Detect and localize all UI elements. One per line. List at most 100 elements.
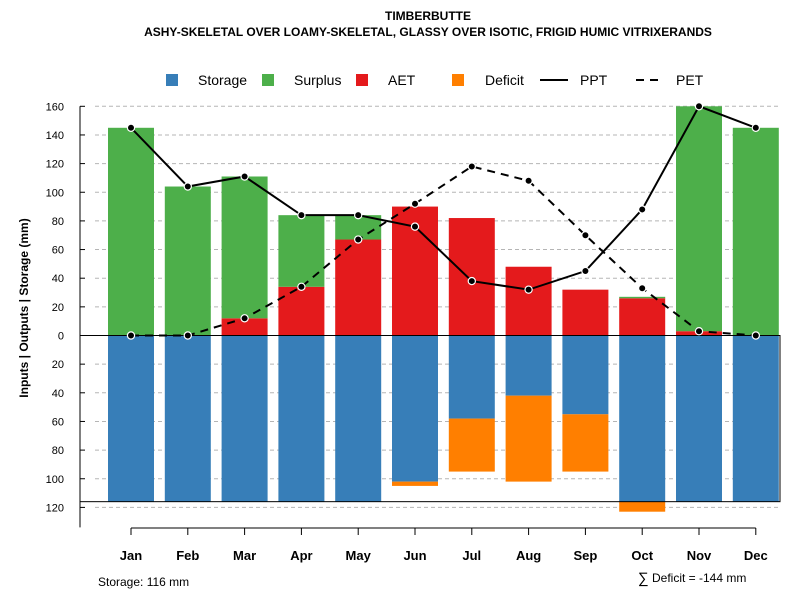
x-tick-label-feb: Feb bbox=[176, 548, 199, 563]
bar-aet-jul bbox=[448, 218, 495, 336]
point-ppt-apr bbox=[297, 210, 306, 220]
bar-surplus-feb bbox=[164, 186, 211, 336]
bar-storage-apr bbox=[278, 335, 325, 502]
bar-storage-sep bbox=[562, 335, 609, 415]
bar-surplus-mar bbox=[221, 176, 268, 319]
bar-storage-feb bbox=[164, 335, 211, 502]
y-tick-label: 80 bbox=[52, 216, 64, 228]
point-pet-sep bbox=[581, 231, 590, 240]
bar-storage-may bbox=[335, 335, 382, 502]
point-ppt-nov bbox=[694, 102, 704, 111]
bar-surplus-apr bbox=[278, 215, 325, 287]
point-pet-mar bbox=[240, 314, 249, 323]
bar-storage-mar bbox=[221, 335, 268, 502]
point-pet-jun bbox=[410, 199, 420, 208]
deficit-footnote: Deficit = -144 mm bbox=[652, 571, 746, 585]
legend-swatch-deficit bbox=[452, 74, 464, 86]
point-pet-jul bbox=[467, 162, 476, 171]
y-tick-label: 40 bbox=[52, 388, 64, 400]
y-axis-label: Inputs | Outputs | Storage (mm) bbox=[17, 218, 31, 397]
x-tick-label-mar: Mar bbox=[233, 548, 256, 563]
legend-label-deficit: Deficit bbox=[485, 72, 524, 88]
y-tick-label: 0 bbox=[58, 331, 64, 343]
bar-deficit-sep bbox=[562, 414, 609, 472]
legend-label-ppt: PPT bbox=[580, 72, 608, 88]
legend-swatch-aet bbox=[356, 74, 368, 86]
x-tick-label-jan: Jan bbox=[120, 548, 142, 563]
bar-deficit-aug bbox=[505, 395, 552, 482]
legend-swatch-storage bbox=[166, 74, 178, 86]
sum-icon: ∑ bbox=[638, 570, 649, 587]
bar-aet-apr bbox=[278, 286, 325, 336]
point-ppt-mar bbox=[240, 172, 249, 181]
bar-deficit-jun bbox=[392, 481, 438, 486]
lines bbox=[126, 102, 761, 340]
bar-surplus-oct bbox=[619, 296, 666, 299]
y-tick-label: 60 bbox=[52, 416, 64, 428]
bar-surplus-dec bbox=[732, 127, 779, 336]
y-tick-label: 120 bbox=[46, 159, 64, 171]
y-tick-label: 80 bbox=[52, 445, 64, 457]
point-pet-nov bbox=[694, 327, 704, 336]
chart-subtitle: ASHY-SKELETAL OVER LOAMY-SKELETAL, GLASS… bbox=[144, 25, 712, 39]
point-ppt-oct bbox=[638, 205, 647, 214]
y-tick-label: 40 bbox=[52, 273, 64, 285]
y-tick-label: 120 bbox=[46, 502, 64, 514]
x-tick-label-apr: Apr bbox=[290, 548, 312, 563]
storage-footnote: Storage: 116 mm bbox=[98, 575, 189, 589]
point-ppt-jun bbox=[410, 222, 420, 231]
y-tick-label: 160 bbox=[46, 101, 64, 113]
bar-storage-aug bbox=[505, 335, 552, 396]
point-pet-may bbox=[354, 235, 363, 244]
legend-label-surplus: Surplus bbox=[294, 72, 341, 88]
line-ppt bbox=[130, 105, 757, 291]
legend-label-pet: PET bbox=[676, 72, 704, 88]
bar-surplus-nov bbox=[676, 106, 722, 332]
bar-aet-oct bbox=[619, 298, 666, 336]
x-tick-label-nov: Nov bbox=[687, 548, 712, 563]
bar-aet-aug bbox=[505, 266, 552, 336]
legend-label-aet: AET bbox=[388, 72, 416, 88]
axes: 160 140 120 100 80 60 40 20 0 20 40 60 80 100 120 Jan Fe… bbox=[46, 101, 768, 563]
point-ppt-dec bbox=[751, 123, 761, 132]
point-pet-aug bbox=[524, 176, 533, 185]
x-tick-label-sep: Sep bbox=[573, 548, 597, 563]
bar-aet-may bbox=[335, 239, 382, 336]
line-pet bbox=[131, 165, 756, 337]
legend-label-storage: Storage bbox=[198, 72, 247, 88]
x-tick-label-jun: Jun bbox=[403, 548, 426, 563]
bar-deficit-jul bbox=[448, 418, 495, 472]
x-tick-label-dec: Dec bbox=[744, 548, 768, 563]
legend: Storage Surplus AET Deficit PPT PET bbox=[166, 72, 704, 88]
point-pet-feb bbox=[183, 331, 192, 340]
point-ppt-feb bbox=[183, 182, 192, 191]
y-tick-label: 100 bbox=[46, 474, 64, 486]
bar-deficit-oct bbox=[619, 501, 666, 512]
legend-swatch-surplus bbox=[262, 74, 274, 86]
bar-storage-jan bbox=[108, 335, 154, 502]
point-pet-apr bbox=[297, 282, 306, 291]
y-tick-label: 20 bbox=[52, 359, 64, 371]
point-pet-oct bbox=[638, 284, 647, 293]
y-tick-label: 140 bbox=[46, 130, 64, 142]
bar-storage-nov bbox=[676, 335, 722, 502]
point-ppt-sep bbox=[581, 266, 590, 276]
bar-storage-oct bbox=[619, 335, 666, 502]
x-tick-label-may: May bbox=[346, 548, 372, 563]
x-tick-label-oct: Oct bbox=[631, 548, 653, 563]
chart-title: TIMBERBUTTE bbox=[385, 9, 471, 23]
x-tick-label-aug: Aug bbox=[516, 548, 541, 563]
bar-aet-sep bbox=[562, 289, 609, 336]
bar-storage-jul bbox=[448, 335, 495, 419]
bar-storage-dec bbox=[732, 335, 779, 502]
point-pet-dec bbox=[751, 331, 761, 340]
bar-surplus-jan bbox=[108, 127, 154, 336]
x-tick-label-jul: Jul bbox=[462, 548, 481, 563]
bar-storage-jun bbox=[392, 335, 438, 482]
point-ppt-jan bbox=[126, 123, 136, 132]
point-ppt-jul bbox=[467, 276, 476, 286]
point-pet-jan bbox=[126, 331, 136, 340]
bars bbox=[79, 106, 781, 512]
point-ppt-aug bbox=[524, 285, 533, 294]
